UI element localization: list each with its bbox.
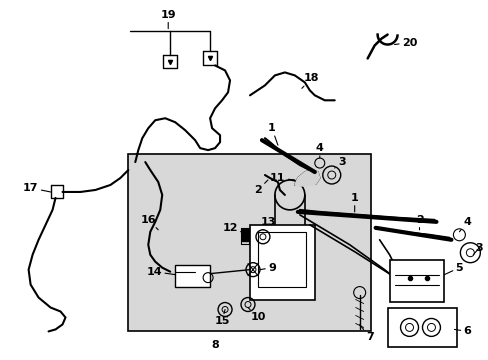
Text: 7: 7 bbox=[359, 324, 373, 342]
Text: 2: 2 bbox=[254, 180, 267, 195]
Bar bbox=[258, 232, 305, 287]
Text: 5: 5 bbox=[444, 263, 462, 275]
Text: 17: 17 bbox=[23, 183, 50, 193]
Text: 18: 18 bbox=[301, 73, 319, 88]
Text: 20: 20 bbox=[394, 37, 416, 48]
Text: 3: 3 bbox=[472, 243, 482, 255]
Bar bbox=[175, 265, 210, 287]
Text: 1: 1 bbox=[350, 193, 358, 212]
Bar bbox=[387, 307, 456, 347]
Text: 4: 4 bbox=[315, 143, 323, 158]
Text: 1: 1 bbox=[267, 123, 277, 145]
Polygon shape bbox=[294, 170, 319, 186]
Text: 6: 6 bbox=[453, 327, 470, 336]
Text: 4: 4 bbox=[458, 217, 470, 232]
Bar bbox=[249, 225, 314, 300]
Text: 3: 3 bbox=[334, 157, 345, 168]
Text: 8: 8 bbox=[211, 340, 219, 350]
Text: 12: 12 bbox=[222, 223, 241, 233]
Bar bbox=[128, 154, 370, 332]
Text: 15: 15 bbox=[214, 310, 229, 327]
Text: 13: 13 bbox=[260, 217, 275, 230]
Text: 19: 19 bbox=[160, 10, 176, 28]
Text: 2: 2 bbox=[415, 215, 423, 230]
Text: 11: 11 bbox=[269, 173, 294, 183]
Text: 16: 16 bbox=[140, 215, 158, 230]
Text: 10: 10 bbox=[247, 307, 265, 323]
Bar bbox=[389, 260, 444, 302]
Text: 14: 14 bbox=[146, 267, 175, 276]
Text: 9: 9 bbox=[260, 263, 275, 273]
